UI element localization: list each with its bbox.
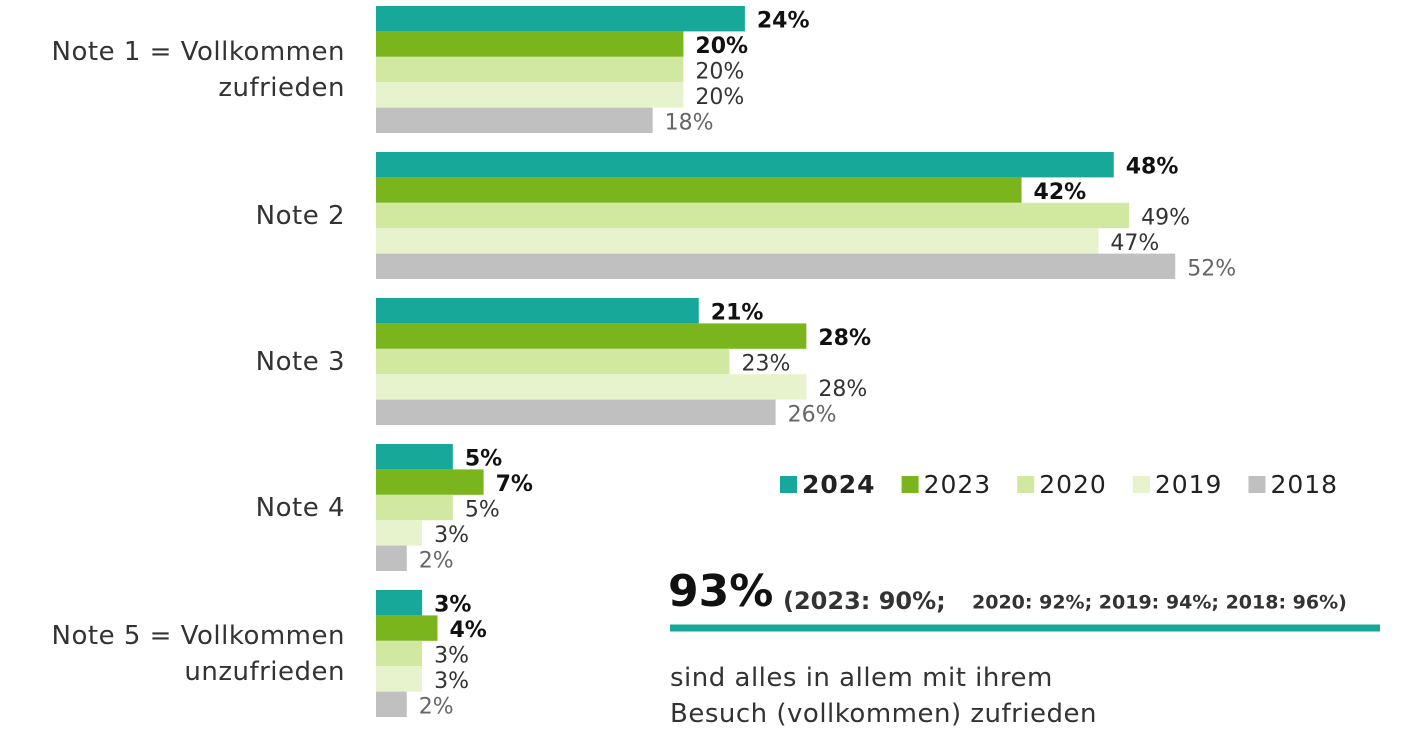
bar [376, 107, 653, 133]
legend-label: 2018 [1270, 470, 1338, 499]
bar [376, 615, 438, 641]
legend-label: 2023 [924, 470, 992, 499]
bar [376, 228, 1099, 254]
value-label: 3% [434, 593, 471, 618]
category-label: Note 1 = Vollkommen zufrieden [51, 36, 345, 103]
value-label: 3% [434, 644, 469, 669]
value-label: 26% [788, 402, 837, 427]
value-label: 23% [742, 352, 791, 377]
value-label: 2% [419, 694, 454, 719]
value-label: 42% [1034, 180, 1087, 205]
headline: 93% [668, 566, 773, 617]
bar [376, 666, 423, 692]
bar [376, 202, 1130, 229]
bar [376, 6, 745, 32]
annotation-text: Besuch (vollkommen) zufrieden [670, 699, 1098, 729]
legend-swatch [1132, 476, 1150, 493]
value-label: 47% [1110, 231, 1159, 256]
value-label: 20% [695, 60, 744, 85]
legend-swatch [780, 476, 797, 493]
category-label: Note 3 [255, 346, 345, 377]
category-label: Note 2 [255, 200, 345, 231]
value-label: 49% [1141, 206, 1190, 231]
bar [376, 469, 484, 495]
bar [376, 31, 684, 57]
headline-detail: 2020: 92%; 2019: 94%; 2018: 96%) [972, 592, 1347, 614]
value-label: 5% [465, 447, 502, 472]
legend-swatch [901, 476, 919, 493]
bar [376, 253, 1176, 279]
headline-detail: (2023: 90%; [783, 587, 946, 615]
value-label: 20% [695, 34, 748, 59]
value-label: 28% [818, 377, 867, 402]
bar [376, 590, 423, 616]
legend-label: 2019 [1155, 470, 1223, 499]
bar [376, 298, 699, 324]
bar [376, 545, 407, 571]
value-label: 20% [695, 85, 744, 110]
value-label: 21% [711, 301, 764, 326]
bar [376, 640, 423, 667]
bar [376, 444, 453, 470]
value-label: 28% [818, 326, 871, 351]
bar [376, 374, 807, 400]
legend-label: 2024 [802, 470, 876, 499]
value-label: 52% [1187, 256, 1236, 281]
value-label: 5% [465, 498, 500, 523]
value-label: 2% [419, 548, 454, 573]
value-label: 24% [757, 9, 810, 34]
bar [376, 323, 807, 349]
bar [376, 56, 684, 83]
bar [376, 152, 1114, 178]
value-label: 3% [434, 669, 469, 694]
annotation-text: sind alles in allem mit ihrem [670, 663, 1053, 693]
category-label: Note 4 [255, 492, 345, 523]
bar [376, 177, 1022, 203]
value-label: 4% [449, 618, 486, 643]
value-label: 48% [1126, 155, 1179, 180]
bar [376, 494, 453, 521]
legend-swatch [1017, 476, 1035, 493]
value-label: 18% [665, 110, 714, 135]
value-label: 3% [434, 523, 469, 548]
bar [376, 348, 730, 375]
category-label: Note 5 = Vollkommen unzufrieden [51, 620, 345, 687]
value-label: 7% [496, 472, 533, 497]
bar [376, 82, 684, 108]
legend-swatch [1248, 476, 1266, 493]
legend-label: 2020 [1039, 470, 1107, 499]
bar [376, 691, 407, 717]
bar [376, 399, 776, 425]
bar [376, 520, 423, 546]
